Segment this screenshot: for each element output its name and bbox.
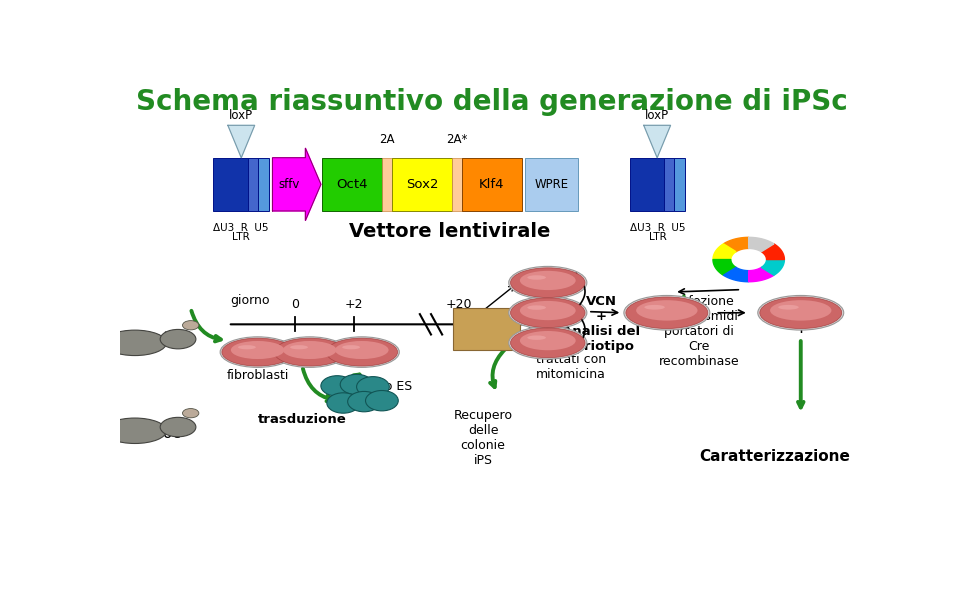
Text: sffv: sffv [278, 178, 300, 191]
Text: oc/oc: oc/oc [140, 426, 181, 441]
Ellipse shape [527, 305, 546, 310]
Text: Recupero
delle
colonie
iPS: Recupero delle colonie iPS [453, 409, 513, 467]
Text: LTR: LTR [232, 232, 250, 242]
Text: +2: +2 [345, 298, 364, 311]
Ellipse shape [511, 328, 585, 358]
Bar [452, 157, 463, 211]
Text: wt: wt [152, 331, 170, 346]
Text: 2A*: 2A* [446, 133, 468, 146]
Polygon shape [749, 267, 774, 282]
Polygon shape [713, 244, 736, 260]
Ellipse shape [182, 409, 199, 418]
Text: Terreno ES
+ LIF: Terreno ES + LIF [346, 380, 412, 407]
Circle shape [348, 391, 380, 412]
Ellipse shape [626, 297, 708, 329]
Ellipse shape [511, 298, 585, 328]
Circle shape [326, 393, 360, 413]
Ellipse shape [520, 331, 576, 350]
Bar [525, 157, 578, 211]
Ellipse shape [274, 338, 346, 366]
Polygon shape [724, 237, 749, 252]
Ellipse shape [511, 268, 585, 297]
Ellipse shape [520, 271, 576, 290]
Bar [382, 157, 393, 211]
Bar [630, 157, 664, 211]
Text: fibroblasti: fibroblasti [227, 369, 289, 382]
Text: VCN
+
Analisi del
cariotipo: VCN + Analisi del cariotipo [563, 295, 640, 353]
Text: 2A: 2A [379, 133, 395, 146]
Ellipse shape [222, 338, 294, 366]
Circle shape [366, 391, 398, 411]
Bar [664, 157, 674, 211]
Ellipse shape [160, 329, 196, 349]
Ellipse shape [273, 337, 348, 367]
Polygon shape [749, 237, 774, 252]
Ellipse shape [104, 418, 166, 444]
Text: giorno: giorno [230, 294, 270, 307]
Circle shape [321, 376, 353, 396]
Bar [452, 308, 519, 350]
Text: Trasfezione
con Plasmidi
portatori di
Cre
recombinase: Trasfezione con Plasmidi portatori di Cr… [659, 294, 739, 368]
Bar [393, 157, 452, 211]
Bar [213, 157, 248, 211]
Text: loxP: loxP [645, 109, 669, 121]
Bar [463, 157, 522, 211]
Ellipse shape [326, 338, 397, 366]
Polygon shape [644, 126, 670, 157]
Ellipse shape [160, 417, 196, 437]
Ellipse shape [509, 296, 587, 329]
Bar [674, 157, 685, 211]
Ellipse shape [283, 341, 337, 359]
Ellipse shape [342, 345, 360, 349]
Text: +20: +20 [445, 298, 471, 311]
Polygon shape [228, 126, 254, 157]
Bar [323, 157, 382, 211]
Text: ΔU3  R  U5: ΔU3 R U5 [213, 222, 269, 233]
Text: Caratterizzazione: Caratterizzazione [699, 449, 851, 464]
Ellipse shape [220, 337, 295, 367]
Text: 0: 0 [291, 298, 299, 311]
Text: MEF
trattati con
mitomicina: MEF trattati con mitomicina [536, 338, 606, 380]
Polygon shape [713, 260, 736, 275]
Ellipse shape [760, 297, 842, 329]
Text: Oct4: Oct4 [336, 178, 368, 191]
Text: ΔU3  R  U5: ΔU3 R U5 [630, 222, 685, 233]
Ellipse shape [770, 300, 831, 320]
Text: trasduzione: trasduzione [258, 413, 347, 426]
Polygon shape [724, 267, 749, 282]
Ellipse shape [636, 300, 698, 320]
Ellipse shape [527, 275, 546, 279]
Text: Schema riassuntivo della generazione di iPSc: Schema riassuntivo della generazione di … [136, 88, 848, 117]
Text: VCN
+: VCN + [785, 308, 816, 336]
Ellipse shape [335, 341, 389, 359]
Ellipse shape [527, 335, 546, 340]
Ellipse shape [182, 320, 199, 330]
Ellipse shape [104, 330, 166, 356]
Ellipse shape [238, 345, 256, 349]
Text: Vettore lentivirale: Vettore lentivirale [348, 222, 550, 241]
Text: loxP: loxP [229, 109, 253, 121]
Circle shape [340, 374, 372, 395]
Ellipse shape [290, 345, 308, 349]
Ellipse shape [509, 266, 587, 299]
Bar [257, 157, 269, 211]
Polygon shape [273, 148, 321, 221]
Ellipse shape [520, 301, 576, 320]
Text: Klf4: Klf4 [479, 178, 505, 191]
Bar [248, 157, 257, 211]
Text: LTR: LTR [649, 232, 666, 242]
Text: Sox2: Sox2 [406, 178, 439, 191]
Polygon shape [761, 260, 784, 275]
Ellipse shape [230, 341, 284, 359]
Ellipse shape [324, 337, 399, 367]
Ellipse shape [509, 326, 587, 359]
Ellipse shape [644, 305, 664, 310]
Circle shape [356, 377, 390, 397]
Ellipse shape [779, 305, 799, 310]
Text: WPRE: WPRE [535, 178, 568, 191]
Ellipse shape [624, 296, 709, 330]
Ellipse shape [757, 296, 844, 330]
Polygon shape [761, 244, 784, 260]
